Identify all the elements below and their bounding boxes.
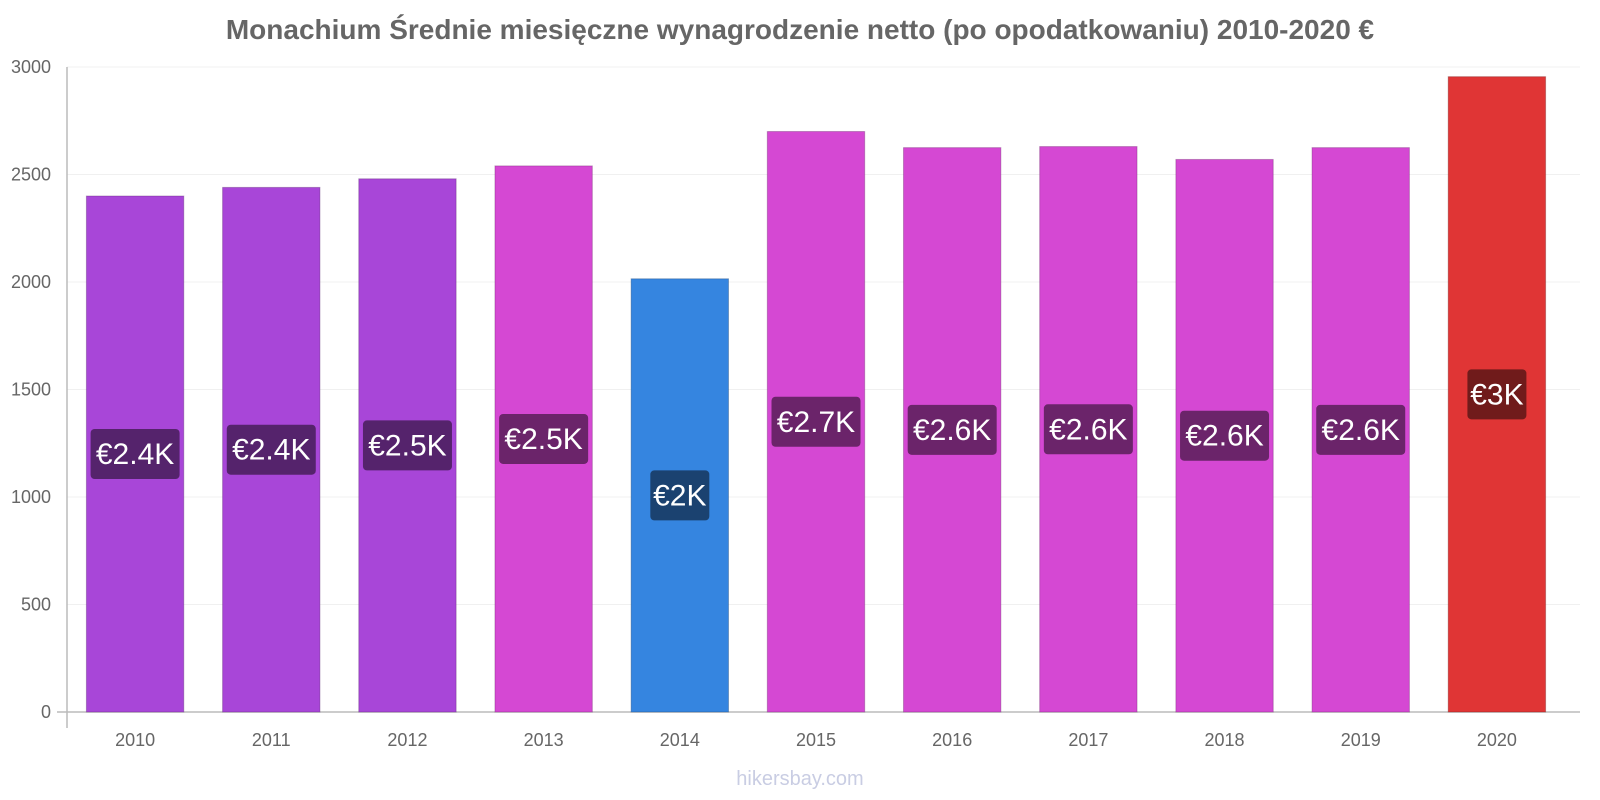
data-label-box [907,404,997,455]
data-label: €2.5K [504,423,582,456]
x-tick-label: 2012 [387,730,427,750]
data-label-box [650,470,710,521]
x-tick-label: 2013 [524,730,564,750]
x-tick-label: 2018 [1205,730,1245,750]
data-label: €3K [1470,378,1523,411]
x-tick-label: 2017 [1068,730,1108,750]
data-label: €2.4K [96,438,174,471]
data-label: €2.6K [913,414,991,447]
data-label-box [1180,410,1270,461]
bars [85,76,1547,713]
data-label-box [226,424,316,475]
data-label-box [1043,404,1133,455]
data-label: €2.4K [232,434,310,467]
x-tick-label: 2016 [932,730,972,750]
x-tick-label: 2019 [1341,730,1381,750]
watermark: hikersbay.com [736,768,864,790]
data-label-box [90,429,180,479]
data-label: €2.6K [1185,420,1263,453]
x-tick-label: 2014 [660,730,700,750]
data-label-box [499,413,589,464]
data-label-box [362,420,452,471]
y-tick-label: 2000 [11,272,51,292]
y-tick-label: 0 [41,702,51,722]
data-label: €2K [653,479,706,512]
y-tick-label: 1000 [11,487,51,507]
data-label-box [1316,404,1406,455]
chart-title: Monachium Średnie miesięczne wynagrodzen… [225,14,1375,45]
data-label-box [1467,369,1527,420]
y-tick-label: 3000 [11,57,51,77]
x-tick-label: 2010 [115,730,155,750]
data-labels: €2.4K €2.4K €2.5K €2.5K €2K €2.7K €2.6K €2.6K €2… [90,369,1527,521]
tick-labels: 0 500 1000 1500 2000 2500 3000 2010 2011 2012 2013… [11,57,1517,750]
data-label-box [771,396,861,447]
x-tick-label: 2011 [252,730,291,750]
x-tick-label: 2020 [1477,730,1517,750]
data-label: €2.6K [1322,414,1400,447]
data-label: €2.7K [777,406,855,439]
data-label: €2.6K [1049,413,1127,446]
y-tick-label: 500 [21,595,51,615]
y-tick-label: 2500 [11,165,51,185]
y-tick-label: 1500 [11,380,51,400]
x-tick-label: 2015 [796,730,836,750]
data-label: €2.5K [368,429,446,462]
